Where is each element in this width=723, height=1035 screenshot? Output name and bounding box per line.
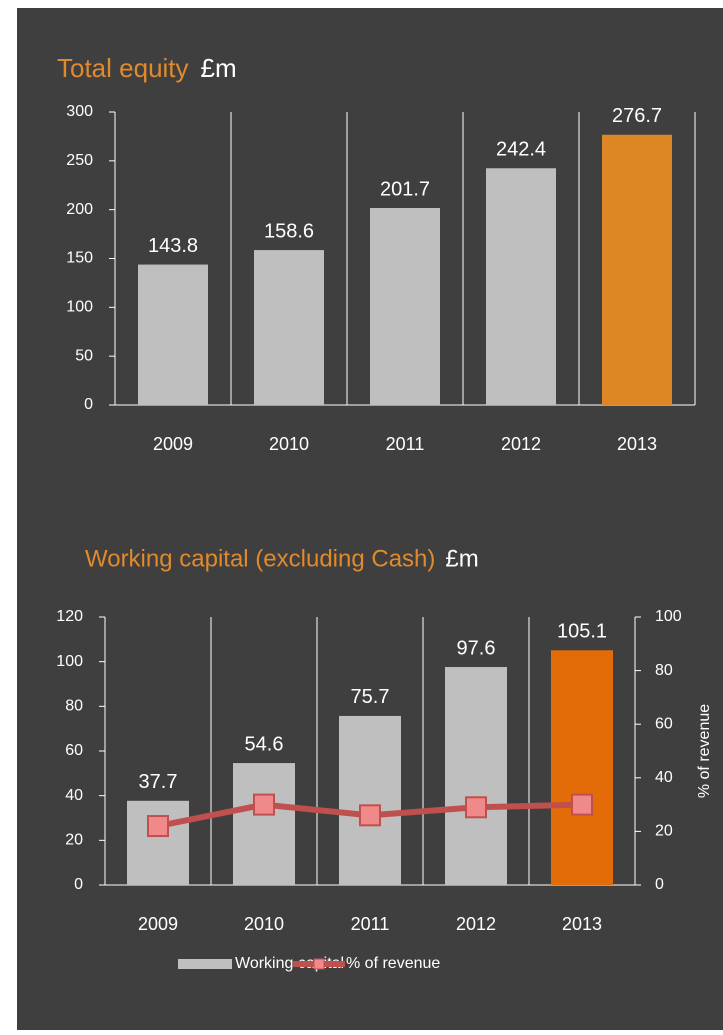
y-tick-label: 200 [66, 201, 93, 218]
data-label: 37.7 [139, 771, 178, 793]
y-tick-label: 80 [65, 698, 83, 715]
y2-tick-label: 80 [655, 662, 673, 679]
x-tick-label: 2012 [456, 914, 496, 934]
y-tick-label: 60 [65, 742, 83, 759]
x-tick-label: 2011 [351, 914, 390, 934]
bar [370, 208, 440, 405]
y-tick-label: 0 [74, 876, 83, 893]
data-label: 97.6 [457, 637, 496, 659]
data-label: 143.8 [148, 235, 198, 257]
x-tick-label: 2009 [138, 914, 178, 934]
y-tick-label: 150 [66, 250, 93, 267]
legend-swatch [178, 959, 232, 969]
y2-tick-label: 20 [655, 823, 673, 840]
y2-tick-label: 40 [655, 769, 673, 786]
marker [253, 793, 275, 816]
x-tick-label: 2010 [244, 914, 284, 934]
bar [486, 168, 556, 405]
y-tick-label: 250 [66, 152, 93, 169]
bar [127, 800, 189, 885]
x-tick-label: 2010 [269, 434, 309, 454]
marker [147, 815, 169, 838]
marker [359, 804, 381, 827]
y2-tick-label: 100 [655, 608, 682, 625]
bar [445, 667, 507, 885]
data-label: 276.7 [612, 105, 662, 127]
y-tick-label: 120 [56, 608, 83, 625]
y-tick-label: 100 [56, 653, 83, 670]
x-tick-label: 2012 [501, 434, 541, 454]
y2-tick-label: 0 [655, 876, 664, 893]
data-label: 105.1 [557, 621, 607, 643]
y-tick-label: 300 [66, 103, 93, 120]
bar [551, 650, 613, 885]
bar [138, 264, 208, 405]
x-tick-label: 2013 [562, 914, 602, 934]
y2-tick-label: 60 [655, 715, 673, 732]
bar [254, 250, 324, 405]
data-label: 242.4 [496, 139, 546, 161]
x-tick-label: 2011 [386, 434, 425, 454]
legend-marker [313, 958, 325, 970]
marker [571, 793, 593, 816]
y-tick-label: 40 [65, 787, 83, 804]
y-tick-label: 0 [84, 396, 93, 413]
chart-title: Total equity [57, 53, 189, 83]
chart-title: Working capital (excluding Cash) [85, 545, 435, 572]
chart-unit: £m [445, 545, 478, 572]
chart-unit: £m [201, 53, 237, 83]
bar [602, 134, 672, 405]
marker [465, 796, 487, 819]
x-tick-label: 2009 [153, 434, 193, 454]
data-label: 158.6 [264, 220, 314, 242]
y-tick-label: 20 [65, 832, 83, 849]
y-tick-label: 100 [66, 299, 93, 316]
bar [339, 715, 401, 885]
data-label: 75.7 [351, 686, 390, 708]
legend-label: % of revenue [346, 955, 440, 972]
data-label: 201.7 [380, 178, 430, 200]
y2-axis-label: % of revenue [696, 704, 713, 798]
bar [233, 763, 295, 885]
y-tick-label: 50 [75, 347, 93, 364]
x-tick-label: 2013 [617, 434, 657, 454]
data-label: 54.6 [245, 733, 284, 755]
